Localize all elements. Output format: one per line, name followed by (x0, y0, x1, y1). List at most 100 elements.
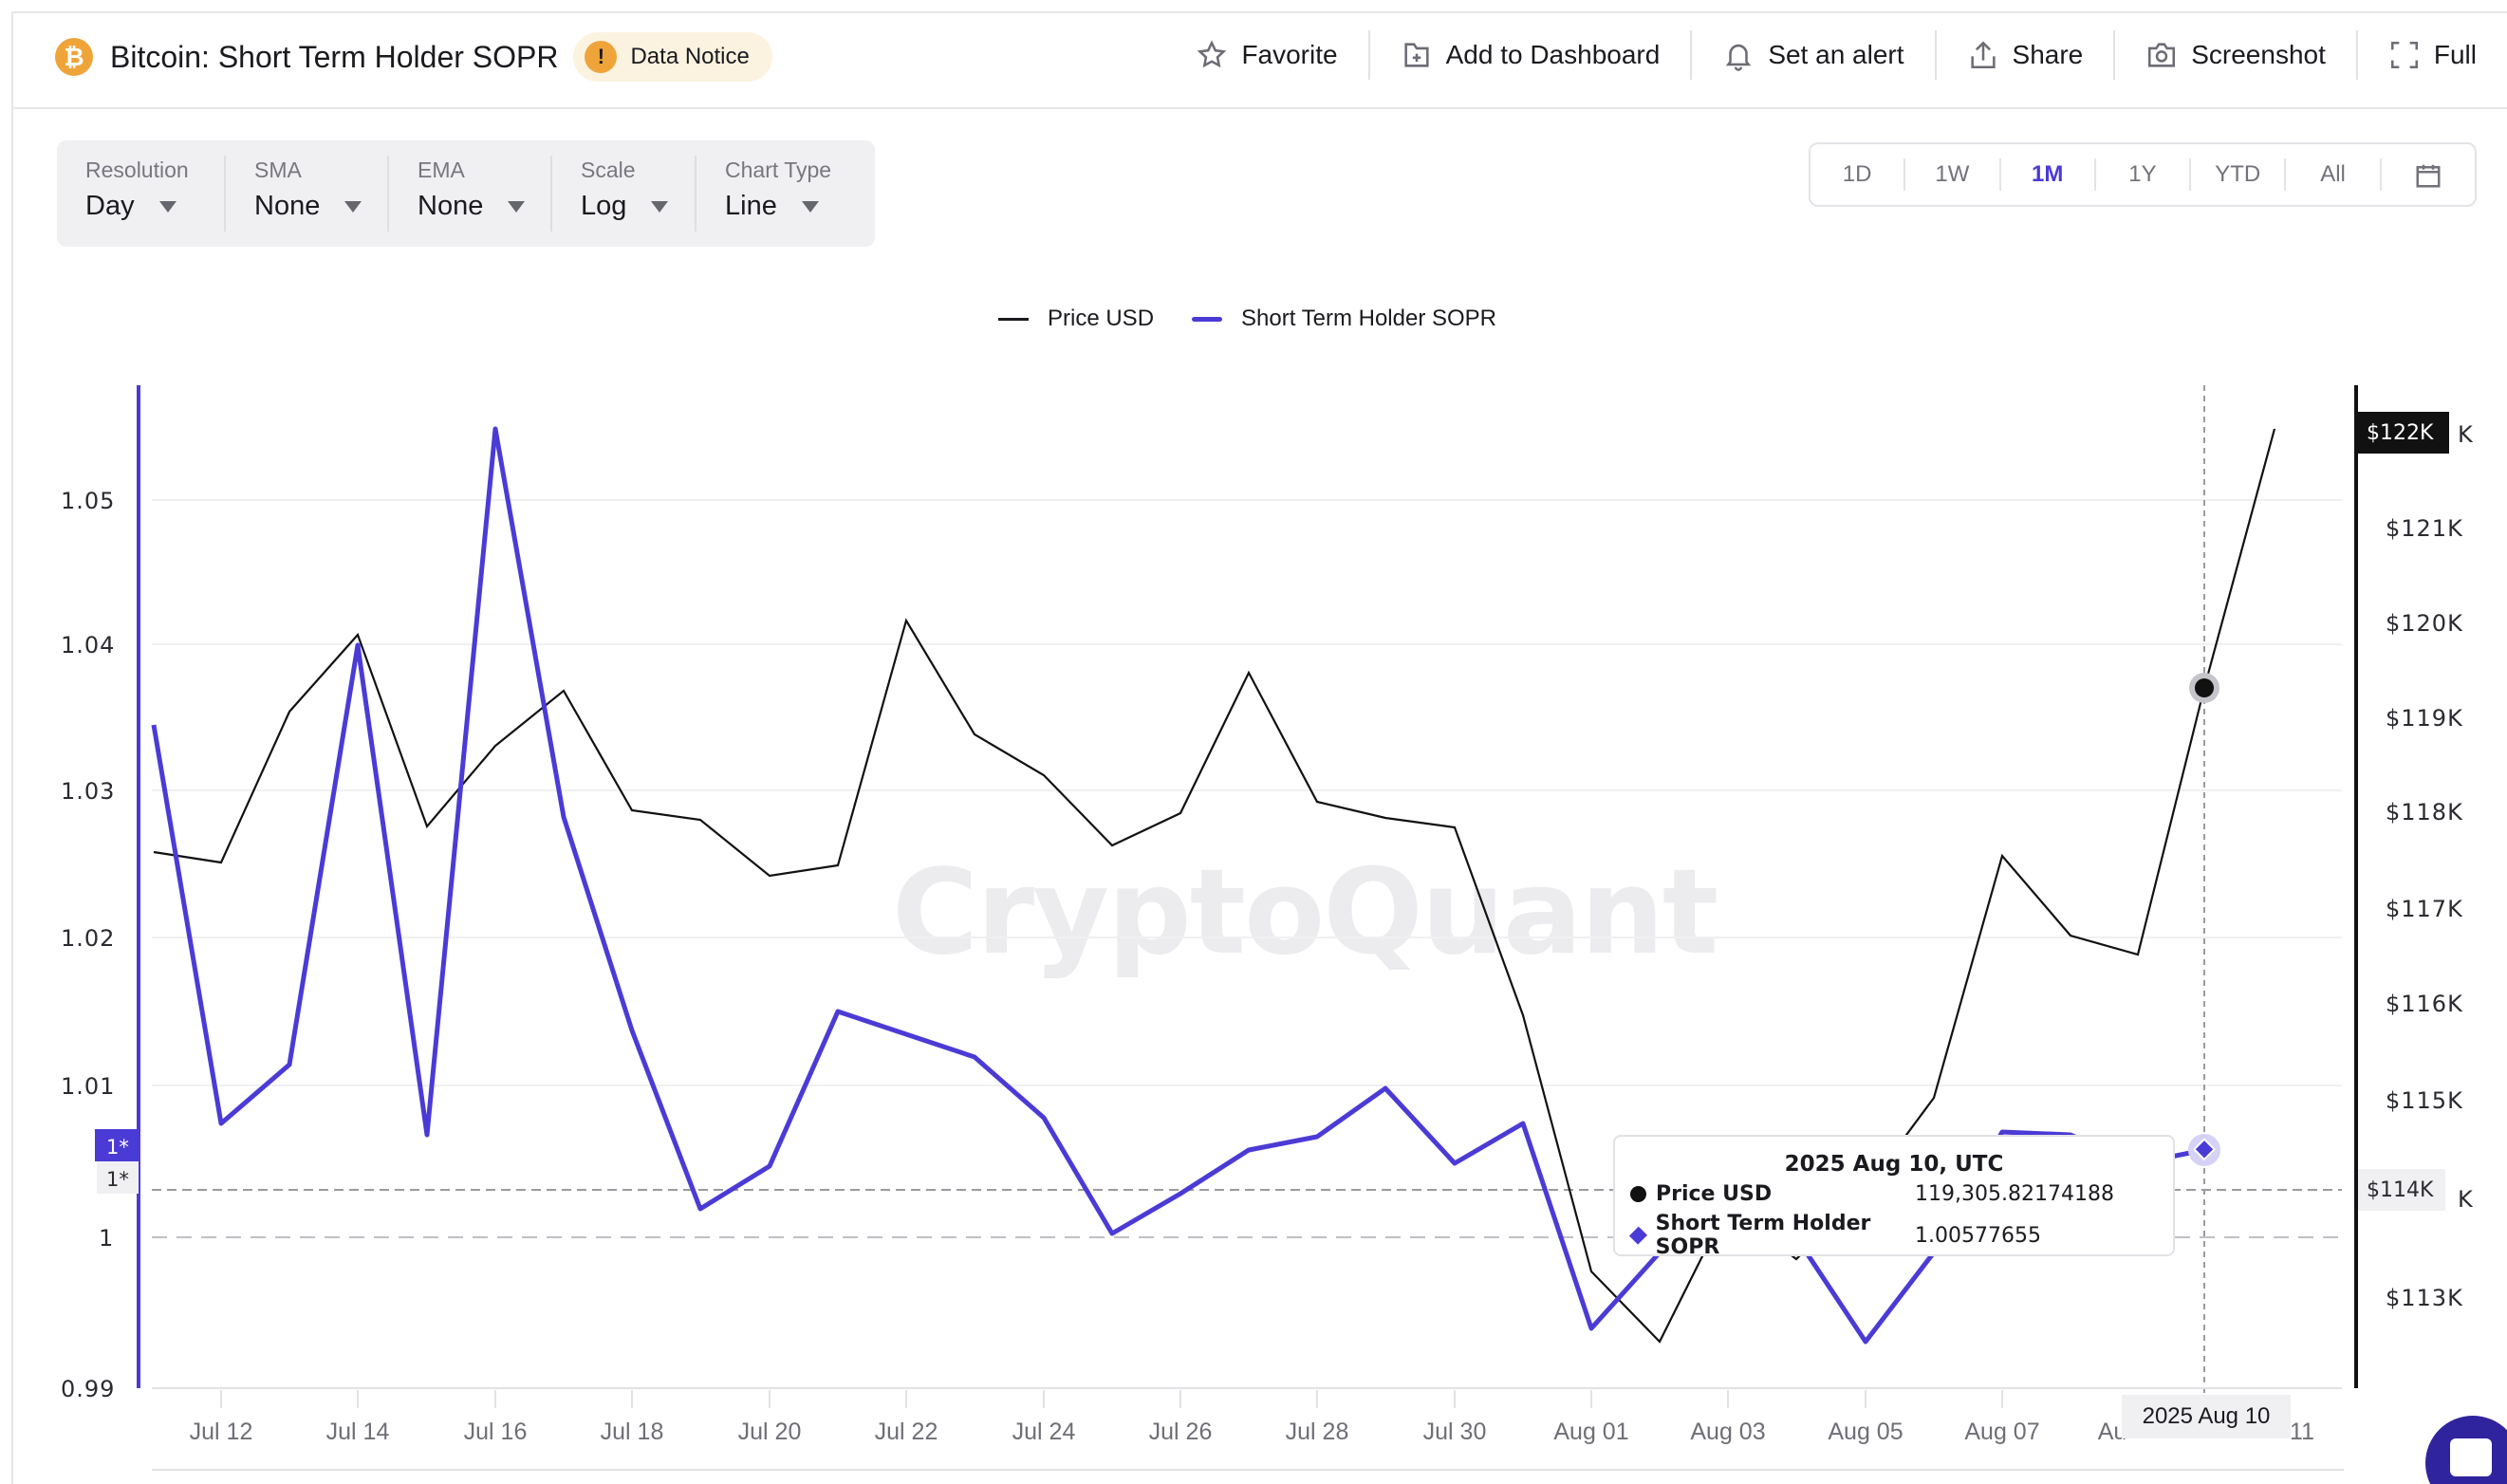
svg-text:$114K: $114K (2367, 1178, 2434, 1202)
range-all[interactable]: All (2284, 158, 2379, 191)
screenshot-label: Screenshot (2191, 40, 2326, 69)
chart-type-label: Chart Type (725, 158, 832, 182)
svg-text:11: 11 (2290, 1419, 2314, 1445)
resolution-select[interactable]: Resolution Day (57, 156, 224, 232)
data-notice-label: Data Notice (630, 44, 750, 69)
range-1m[interactable]: 1M (1998, 158, 2094, 191)
favorite-label: Favorite (1241, 40, 1338, 69)
svg-text:$116K: $116K (2386, 991, 2463, 1017)
date-picker-button[interactable] (2379, 158, 2475, 191)
svg-text:Jul 24: Jul 24 (1012, 1419, 1076, 1445)
navigator-bar[interactable] (152, 1469, 2344, 1471)
range-1d[interactable]: 1D (1842, 161, 1872, 187)
tooltip-sopr-value: 1.00577655 (1915, 1223, 2041, 1248)
tooltip-price-name: Price USD (1656, 1182, 1773, 1206)
svg-text:Jul 28: Jul 28 (1286, 1419, 1349, 1445)
price-dot-icon (1630, 1186, 1646, 1202)
chart-type-value: Line (725, 191, 777, 221)
x-ticks (220, 1390, 2003, 1408)
svg-text:$122K: $122K (2367, 421, 2434, 445)
camera-icon (2148, 43, 2176, 67)
page-title: Bitcoin: Short Term Holder SOPR (110, 39, 559, 74)
svg-text:K: K (2458, 1186, 2474, 1213)
fullscreen-label: Full (2433, 40, 2477, 69)
left-axis-ticks: 1.05 1.04 1.03 1.02 1.01 1 0.99 (61, 488, 115, 1402)
legend-swatch-sopr (1192, 316, 1223, 322)
fullscreen-icon (2390, 41, 2418, 69)
warning-icon: ! (585, 41, 618, 73)
legend-label-sopr: Short Term Holder SOPR (1241, 306, 1497, 331)
scale-label: Scale (581, 158, 636, 182)
bell-icon (1726, 44, 1752, 71)
chart-controls: Resolution Day SMA None EMA None Scale L… (57, 140, 875, 247)
left-hover-marker (97, 1161, 139, 1194)
share-label: Share (2012, 40, 2084, 69)
svg-text:Jul 26: Jul 26 (1149, 1419, 1213, 1445)
svg-text:Jul 18: Jul 18 (601, 1419, 664, 1445)
scale-value: Log (581, 191, 627, 221)
set-alert-label: Set an alert (1768, 40, 1904, 69)
svg-text:1.04: 1.04 (61, 632, 115, 659)
legend-swatch-price (998, 317, 1029, 321)
left-current-marker (95, 1129, 139, 1161)
svg-text:Aug 01: Aug 01 (1553, 1419, 1628, 1445)
svg-text:$117K: $117K (2386, 896, 2463, 922)
legend-sopr[interactable]: Short Term Holder SOPR (1192, 306, 1496, 332)
svg-text:Jul 14: Jul 14 (326, 1419, 390, 1445)
svg-text:$121K: $121K (2386, 515, 2463, 542)
legend-label-price: Price USD (1048, 306, 1155, 331)
right-current-marker (2358, 412, 2449, 454)
range-ytd[interactable]: YTD (2189, 158, 2284, 191)
right-hover-marker (2358, 1169, 2445, 1211)
svg-text:Aug 07: Aug 07 (1964, 1419, 2039, 1445)
svg-text:$113K: $113K (2386, 1285, 2463, 1311)
svg-text:1*: 1* (106, 1136, 129, 1159)
svg-text:$118K: $118K (2386, 799, 2463, 825)
ema-label: EMA (418, 158, 465, 182)
ema-select[interactable]: EMA None (387, 156, 550, 232)
x-axis-labels: Jul 12 Jul 14 Jul 16 Jul 18 Jul 20 Jul 22 J… (190, 1419, 2314, 1445)
range-1w[interactable]: 1W (1903, 158, 1998, 191)
title-group: ₿ Bitcoin: Short Term Holder SOPR ! Data… (55, 30, 772, 83)
resolution-label: Resolution (85, 158, 189, 182)
tooltip-price-value: 119,305.82174188 (1915, 1182, 2114, 1206)
sma-select[interactable]: SMA None (224, 156, 387, 232)
chart-type-select[interactable]: Chart Type Line (695, 156, 875, 232)
tooltip-date: 2025 Aug 10, UTC (1784, 1152, 2004, 1177)
data-notice-button[interactable]: ! Data Notice (573, 32, 772, 82)
svg-text:1.03: 1.03 (61, 778, 115, 805)
sopr-line (151, 426, 2205, 1345)
caret-down-icon (344, 200, 362, 213)
add-to-dashboard-button[interactable]: Add to Dashboard (1367, 30, 1691, 80)
scale-select[interactable]: Scale Log (550, 156, 695, 232)
chat-icon (2450, 1438, 2492, 1476)
svg-text:$115K: $115K (2386, 1087, 2463, 1114)
svg-text:Jul 22: Jul 22 (875, 1419, 938, 1445)
svg-text:Jul 30: Jul 30 (1423, 1419, 1487, 1445)
caret-down-icon (651, 200, 669, 213)
share-icon (1970, 41, 1996, 69)
fullscreen-button[interactable]: Full (2355, 30, 2507, 80)
svg-text:$120K: $120K (2386, 610, 2463, 637)
chart-legend: Price USD Short Term Holder SOPR (998, 306, 1534, 332)
svg-text:Jul 12: Jul 12 (190, 1419, 253, 1445)
svg-text:1*: 1* (106, 1168, 129, 1191)
range-1y[interactable]: 1Y (2093, 158, 2189, 191)
svg-text:$119K: $119K (2386, 705, 2463, 732)
svg-text:Jul 16: Jul 16 (464, 1419, 528, 1445)
favorite-button[interactable]: Favorite (1165, 30, 1367, 80)
ema-value: None (418, 191, 484, 221)
tooltip-sopr-name: Short Term Holder SOPR (1655, 1212, 1871, 1259)
right-axis-ticks: $121K $120K $119K $118K $117K $116K $115… (2386, 421, 2474, 1311)
legend-price[interactable]: Price USD (998, 306, 1154, 332)
calendar-icon (2416, 164, 2441, 188)
sma-label: SMA (254, 158, 302, 182)
svg-text:Aug 03: Aug 03 (1690, 1419, 1765, 1445)
sopr-hover-diamond (2192, 1138, 2217, 1161)
screenshot-button[interactable]: Screenshot (2113, 30, 2356, 80)
set-alert-button[interactable]: Set an alert (1690, 30, 1934, 80)
svg-text:1.02: 1.02 (61, 925, 115, 952)
share-button[interactable]: Share (1934, 30, 2114, 80)
header: ₿ Bitcoin: Short Term Holder SOPR ! Data… (11, 11, 2507, 109)
